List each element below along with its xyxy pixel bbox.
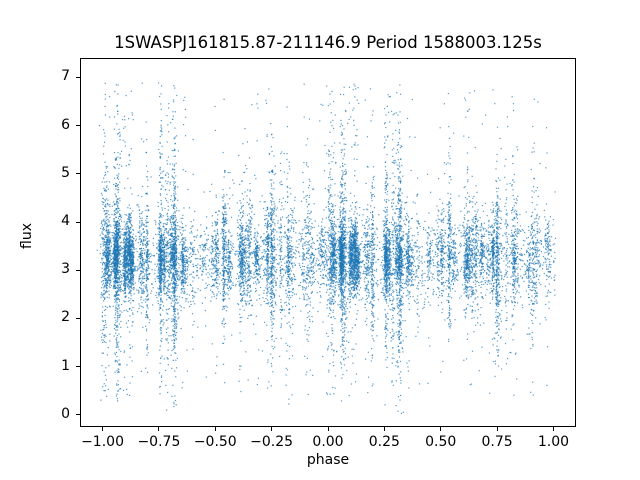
y-tick-mark bbox=[76, 173, 80, 175]
y-tick-mark bbox=[76, 125, 80, 127]
y-tick-label: 7 bbox=[61, 68, 70, 85]
y-axis-label: flux bbox=[19, 223, 35, 249]
x-tick-label: 0.25 bbox=[368, 434, 400, 450]
plot-area bbox=[80, 58, 576, 427]
x-tick-mark bbox=[440, 427, 442, 431]
x-axis-label: phase bbox=[306, 452, 350, 468]
y-tick-label: 2 bbox=[61, 309, 70, 326]
chart-title: 1SWASPJ161815.87-211146.9 Period 1588003… bbox=[114, 33, 542, 52]
x-tick-label: −1.00 bbox=[81, 434, 124, 450]
x-tick-label: 0.00 bbox=[312, 434, 344, 450]
x-tick-mark bbox=[496, 427, 498, 431]
y-tick-label: 3 bbox=[61, 261, 70, 278]
x-tick-mark bbox=[158, 427, 160, 431]
y-tick-mark bbox=[76, 76, 80, 78]
y-tick-label: 1 bbox=[61, 357, 70, 374]
x-tick-label: −0.25 bbox=[250, 434, 294, 450]
x-tick-mark bbox=[383, 427, 385, 431]
x-tick-mark bbox=[271, 427, 273, 431]
y-tick-mark bbox=[76, 366, 80, 368]
x-tick-label: 1.00 bbox=[537, 434, 570, 450]
y-tick-mark bbox=[76, 414, 80, 416]
y-tick-label: 0 bbox=[61, 405, 70, 422]
y-tick-mark bbox=[76, 269, 80, 271]
y-tick-label: 6 bbox=[61, 116, 70, 133]
x-tick-label: 0.50 bbox=[425, 434, 457, 450]
x-tick-mark bbox=[552, 427, 554, 431]
y-tick-label: 4 bbox=[61, 213, 70, 229]
scatter-points-canvas bbox=[81, 59, 575, 426]
y-tick-mark bbox=[76, 317, 80, 319]
y-tick-mark bbox=[76, 221, 80, 223]
y-tick-label: 5 bbox=[61, 164, 70, 181]
x-tick-label: −0.75 bbox=[137, 434, 181, 450]
x-tick-mark bbox=[102, 427, 104, 431]
x-tick-label: −0.50 bbox=[193, 434, 237, 450]
x-tick-mark bbox=[327, 427, 329, 431]
x-tick-label: 0.75 bbox=[481, 434, 513, 450]
x-tick-mark bbox=[214, 427, 216, 431]
